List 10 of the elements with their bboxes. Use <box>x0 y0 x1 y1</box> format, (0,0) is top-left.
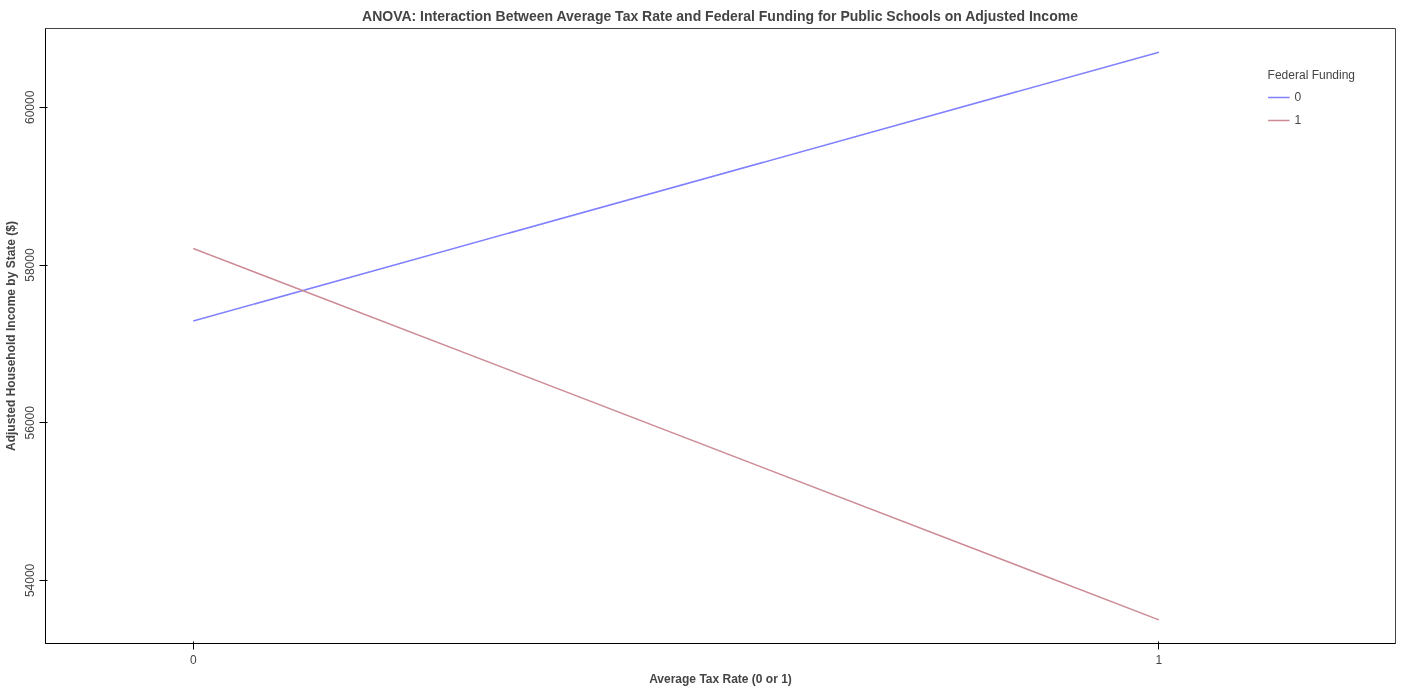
legend-label: 0 <box>1294 90 1303 104</box>
legend-title: Federal Funding <box>1267 68 1355 82</box>
y-axis-title: Adjusted Household Income by State ($) <box>3 220 18 452</box>
legend-label: 1 <box>1294 113 1303 127</box>
y-tick-label: 58000 <box>23 248 38 282</box>
y-tick-label: 60000 <box>23 90 38 125</box>
y-tick-label: 54000 <box>23 563 38 598</box>
chart-title: ANOVA: Interaction Between Average Tax Rate and Federal Funding for Public Schools on Adjusted Income <box>362 7 1079 24</box>
x-axis-title: Average Tax Rate (0 or 1) <box>649 671 792 686</box>
y-tick-label: 56000 <box>23 405 38 440</box>
